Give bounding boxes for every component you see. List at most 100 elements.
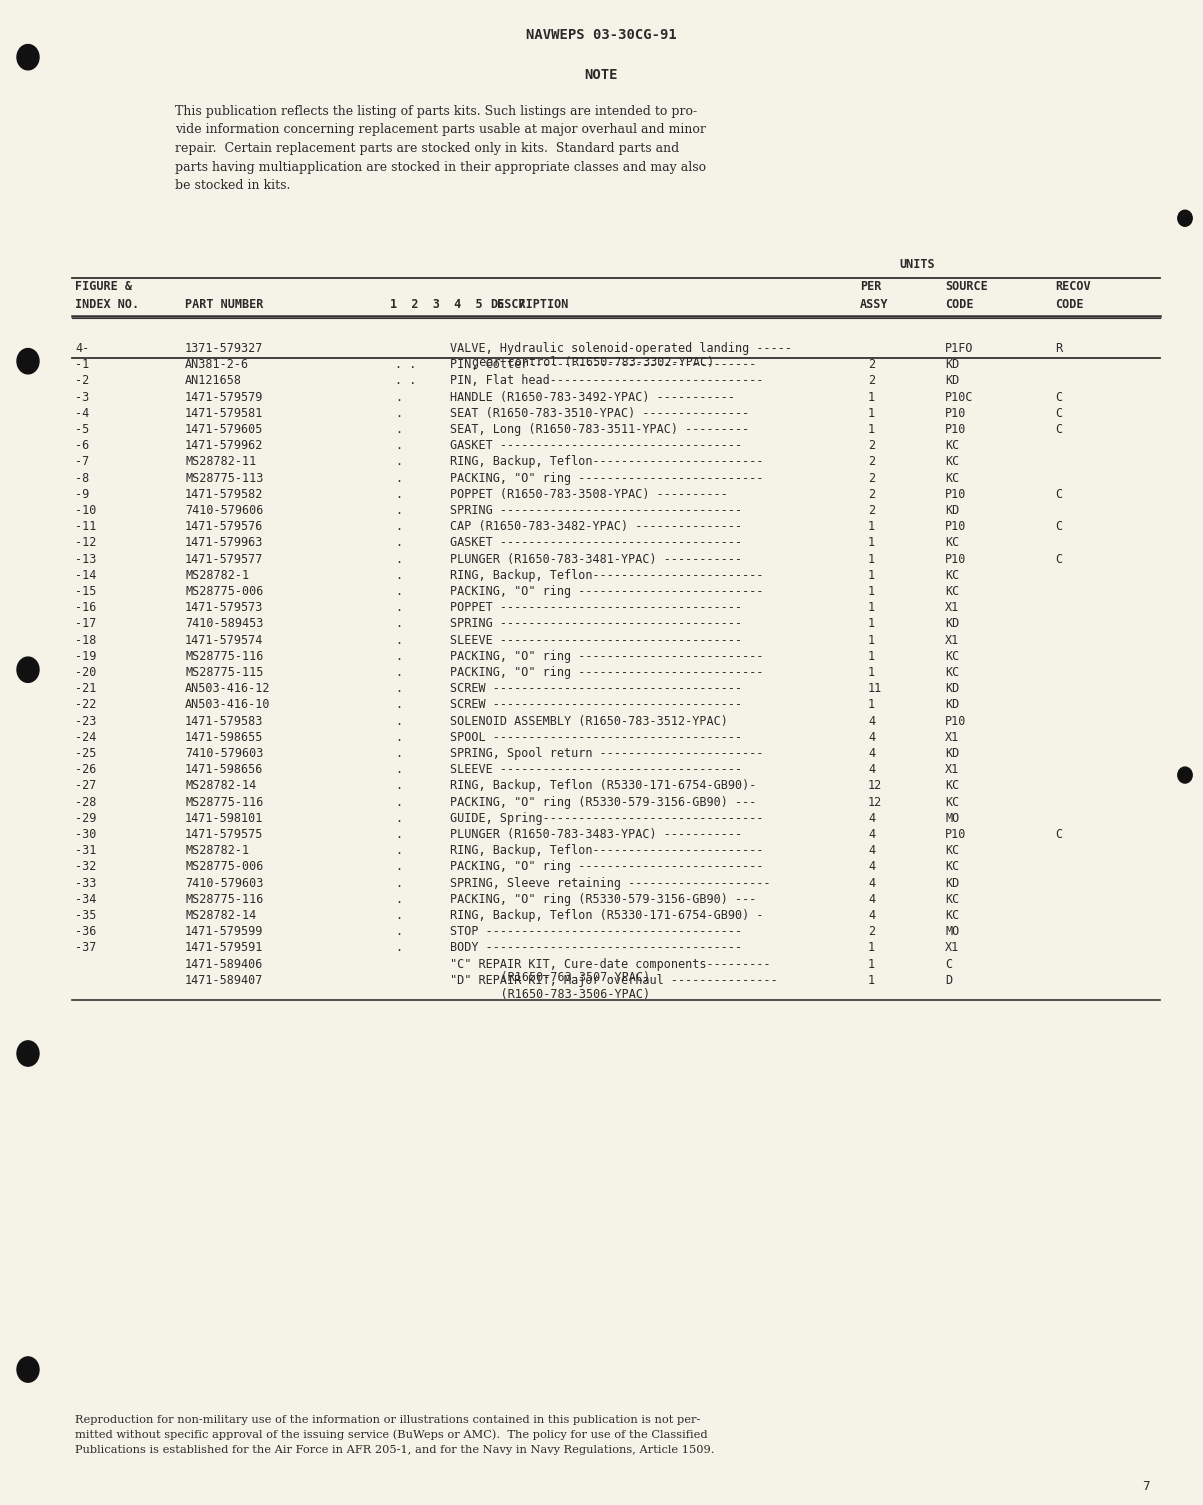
Text: P10: P10 [946,521,966,533]
Text: -33: -33 [75,876,96,889]
Text: MS28775-116: MS28775-116 [185,796,263,808]
Text: .: . [395,569,402,582]
Text: 2: 2 [869,926,875,938]
Text: 1: 1 [869,585,875,597]
Text: -30: -30 [75,828,96,841]
Text: -27: -27 [75,780,96,793]
Text: 2: 2 [869,488,875,501]
Text: -19: -19 [75,650,96,662]
Text: 1: 1 [869,552,875,566]
Text: .: . [395,746,402,760]
Text: -18: -18 [75,634,96,647]
Text: 1471-598655: 1471-598655 [185,731,263,743]
Text: "D" REPAIR KIT, Major overhaul ---------------: "D" REPAIR KIT, Major overhaul ---------… [450,974,778,987]
Text: MS28782-1: MS28782-1 [185,569,249,582]
Text: 4: 4 [869,909,875,923]
Text: .: . [395,600,402,614]
Text: C: C [1055,552,1062,566]
Text: KD: KD [946,746,959,760]
Text: PER: PER [860,280,882,293]
Text: .: . [395,634,402,647]
Text: .: . [395,439,402,452]
Text: .: . [395,488,402,501]
Text: PART NUMBER: PART NUMBER [185,298,263,312]
Text: "C" REPAIR KIT, Cure-date components---------: "C" REPAIR KIT, Cure-date components----… [450,957,771,971]
Text: .: . [395,780,402,793]
Text: .: . [395,731,402,743]
Text: -6: -6 [75,439,89,452]
Text: PLUNGER (R1650-783-3483-YPAC) -----------: PLUNGER (R1650-783-3483-YPAC) ----------… [450,828,742,841]
Text: -26: -26 [75,763,96,777]
Text: PACKING, "O" ring --------------------------: PACKING, "O" ring ----------------------… [450,471,764,485]
Text: PACKING, "O" ring --------------------------: PACKING, "O" ring ----------------------… [450,861,764,873]
Text: 2: 2 [869,504,875,518]
Text: KC: KC [946,667,959,679]
Text: .: . [395,471,402,485]
Text: KD: KD [946,876,959,889]
Text: GUIDE, Spring-------------------------------: GUIDE, Spring---------------------------… [450,811,764,825]
Text: 4: 4 [869,876,875,889]
Text: POPPET (R1650-783-3508-YPAC) ----------: POPPET (R1650-783-3508-YPAC) ---------- [450,488,728,501]
Text: D: D [946,974,952,987]
Text: .: . [395,796,402,808]
Text: 4: 4 [869,861,875,873]
Text: KD: KD [946,617,959,631]
Text: NAVWEPS 03-30CG-91: NAVWEPS 03-30CG-91 [526,29,676,42]
Text: (R1650-763-3507-YPAC): (R1650-763-3507-YPAC) [472,971,650,984]
Text: .: . [395,536,402,549]
Text: 1: 1 [869,650,875,662]
Text: 1: 1 [869,406,875,420]
Text: .: . [395,844,402,858]
Text: .: . [395,585,402,597]
Text: -37: -37 [75,942,96,954]
Text: -16: -16 [75,600,96,614]
Text: 1471-579577: 1471-579577 [185,552,263,566]
Text: 1: 1 [869,698,875,712]
Text: 7410-589453: 7410-589453 [185,617,263,631]
Text: C: C [1055,488,1062,501]
Text: MS28775-116: MS28775-116 [185,650,263,662]
Text: -12: -12 [75,536,96,549]
Text: 1471-579582: 1471-579582 [185,488,263,501]
Text: KC: KC [946,471,959,485]
Text: .: . [395,861,402,873]
Text: -20: -20 [75,667,96,679]
Text: 4: 4 [869,811,875,825]
Text: .: . [395,667,402,679]
Text: RING, Backup, Teflon (R5330-171-6754-GB90) -: RING, Backup, Teflon (R5330-171-6754-GB9… [450,909,764,923]
Text: C: C [1055,828,1062,841]
Text: KC: KC [946,780,959,793]
Text: SEAT, Long (R1650-783-3511-YPAC) ---------: SEAT, Long (R1650-783-3511-YPAC) -------… [450,423,749,436]
Text: 1471-579963: 1471-579963 [185,536,263,549]
Text: X1: X1 [946,942,959,954]
Text: 1471-598656: 1471-598656 [185,763,263,777]
Text: SPOOL -----------------------------------: SPOOL ----------------------------------… [450,731,742,743]
Text: FIGURE &: FIGURE & [75,280,132,293]
Text: -21: -21 [75,682,96,695]
Text: STOP ------------------------------------: STOP -----------------------------------… [450,926,742,938]
Text: AN503-416-10: AN503-416-10 [185,698,271,712]
Ellipse shape [17,1041,38,1066]
Text: SEAT (R1650-783-3510-YPAC) ---------------: SEAT (R1650-783-3510-YPAC) -------------… [450,406,749,420]
Text: KC: KC [946,650,959,662]
Text: -4: -4 [75,406,89,420]
Text: MO: MO [946,926,959,938]
Text: 1471-579583: 1471-579583 [185,715,263,727]
Text: KC: KC [946,861,959,873]
Text: P1FO: P1FO [946,342,973,355]
Text: MS28782-14: MS28782-14 [185,909,256,923]
Text: (R1650-783-3506-YPAC): (R1650-783-3506-YPAC) [472,987,650,1001]
Text: KC: KC [946,844,959,858]
Text: VALVE, Hydraulic solenoid-operated landing -----: VALVE, Hydraulic solenoid-operated landi… [450,342,792,355]
Text: .: . [395,828,402,841]
Text: MS28775-006: MS28775-006 [185,861,263,873]
Text: 4: 4 [869,731,875,743]
Text: PACKING, "O" ring --------------------------: PACKING, "O" ring ----------------------… [450,585,764,597]
Text: -32: -32 [75,861,96,873]
Text: 12: 12 [869,796,882,808]
Text: KD: KD [946,375,959,387]
Text: 1471-579591: 1471-579591 [185,942,263,954]
Text: .: . [395,682,402,695]
Text: .: . [395,504,402,518]
Text: 1: 1 [869,423,875,436]
